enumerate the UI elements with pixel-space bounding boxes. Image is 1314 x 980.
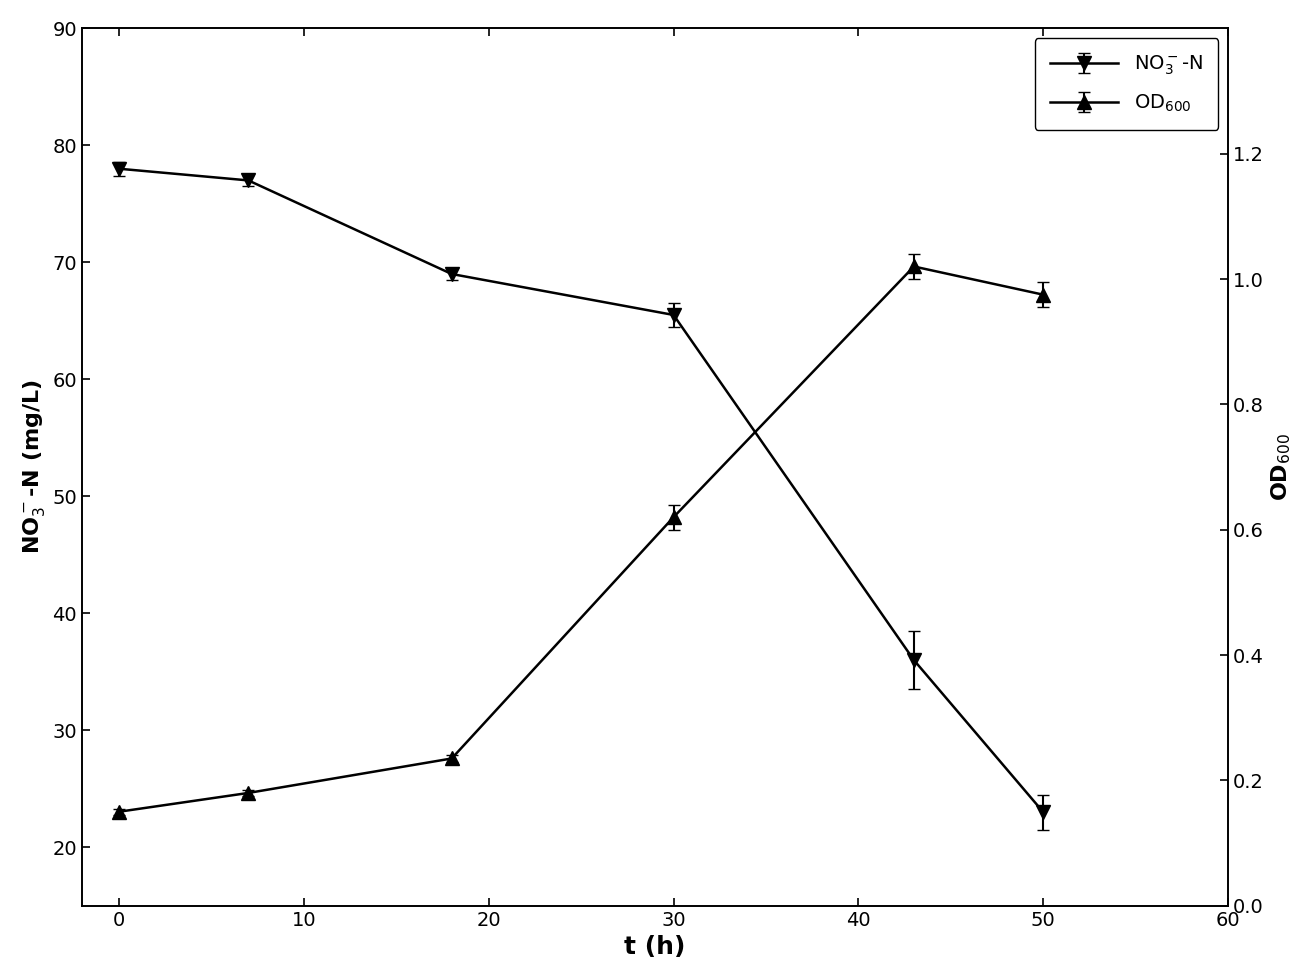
Y-axis label: OD$_{600}$: OD$_{600}$ (1269, 433, 1293, 501)
X-axis label: t (h): t (h) (624, 935, 686, 959)
Y-axis label: NO$_3^-$-N (mg/L): NO$_3^-$-N (mg/L) (21, 379, 47, 555)
Legend: NO$_3^-$-N, OD$_{600}$: NO$_3^-$-N, OD$_{600}$ (1034, 38, 1218, 129)
